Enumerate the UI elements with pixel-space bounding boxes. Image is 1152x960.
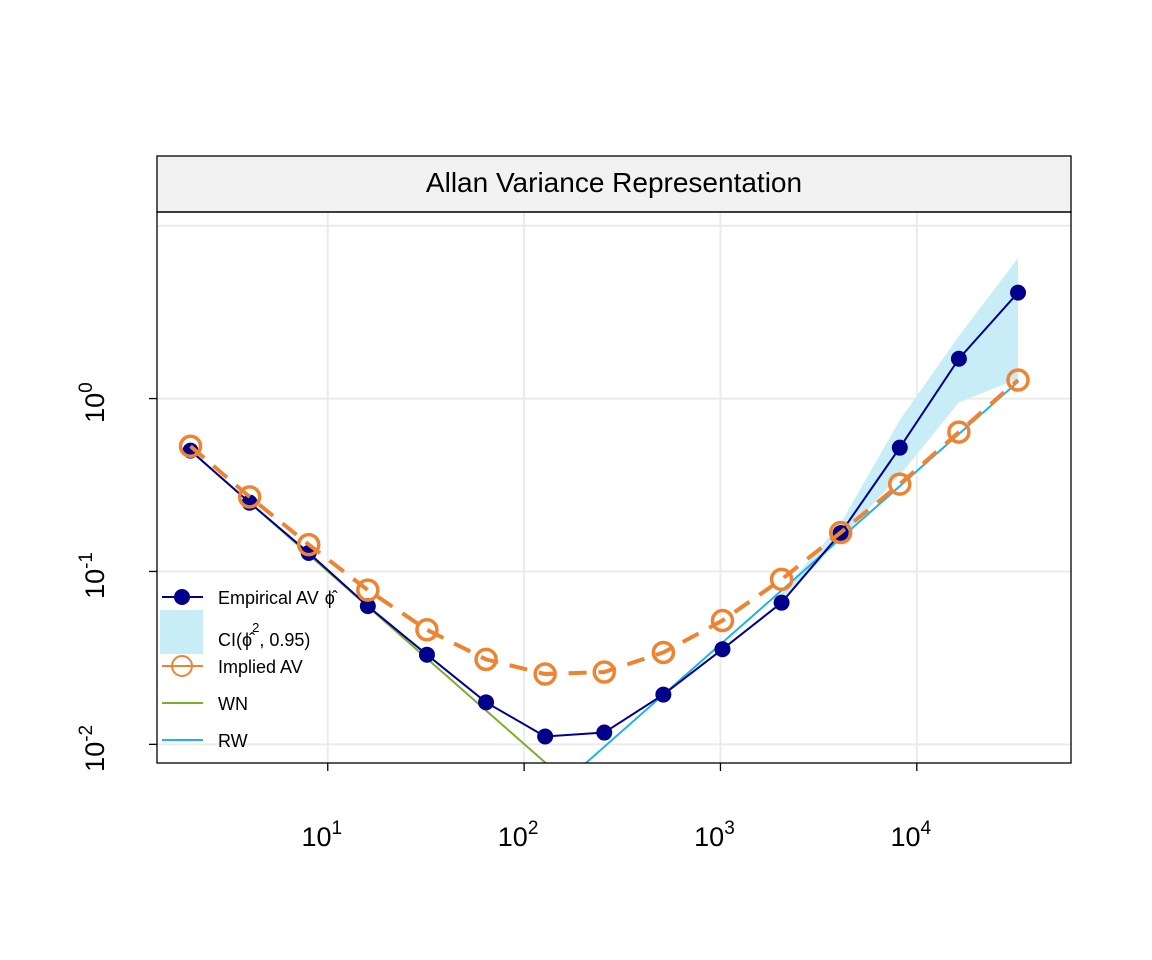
implied-av-point <box>533 662 557 686</box>
y-tick-label-group: 10-1 <box>76 552 110 599</box>
empirical-av-point <box>950 350 967 367</box>
empirical-av-point <box>1010 284 1027 301</box>
y-tick-label: 10-2 <box>76 725 110 772</box>
implied-av-point <box>651 640 676 665</box>
implied-av-point <box>415 618 439 642</box>
empirical-av-point <box>596 724 613 741</box>
legend-label-implied: Implied AV <box>218 657 303 677</box>
x-tick-label: 101 <box>301 818 342 852</box>
legend-key-empirical-point <box>174 589 190 605</box>
implied-av-point <box>828 520 853 545</box>
implied-av-point <box>947 420 971 444</box>
implied-av-point <box>296 532 321 557</box>
plot-frame <box>156 211 1072 764</box>
implied-av-point <box>356 578 380 602</box>
implied-av-point <box>1006 368 1030 392</box>
legend-label-wn: WN <box>218 694 248 714</box>
implied-av-point <box>710 608 735 633</box>
implied-av-point <box>474 647 498 672</box>
y-axis: 10-2 10-1 100 <box>76 382 157 772</box>
series-layer <box>178 284 1030 763</box>
implied-av-point <box>237 485 262 509</box>
grid-lines <box>157 212 1071 763</box>
legend-key-implied-point <box>171 655 193 677</box>
confidence-band-layer <box>781 258 1019 603</box>
y-tick-label-group: 100 <box>76 382 110 423</box>
x-tick-label: 103 <box>694 818 735 852</box>
empirical-av-point <box>478 694 495 711</box>
rw-line <box>584 381 1019 763</box>
empirical-av-point <box>773 594 790 611</box>
title-strip <box>156 155 1072 213</box>
empirical-av-point <box>537 728 554 745</box>
implied-av-point <box>769 567 794 592</box>
empirical-av-point <box>655 686 672 703</box>
chart-title: Allan Variance Representation <box>426 167 802 198</box>
ci-band <box>781 258 1019 603</box>
x-axis: 101 102 103 104 <box>301 763 932 852</box>
y-tick-label-group: 10-2 <box>76 725 110 772</box>
legend: Empirical AV ϕ̂ CI(ϕ̂2, 0.95) Implied AV WN R… <box>160 588 338 751</box>
empirical-av-point <box>418 646 435 663</box>
legend-key-ci <box>160 610 203 654</box>
implied-av-point <box>888 472 912 496</box>
legend-label-ci: CI(ϕ̂2, 0.95) <box>218 620 310 650</box>
y-tick-label: 100 <box>76 382 110 423</box>
empirical-av-point <box>891 439 908 456</box>
legend-label-empirical: Empirical AV ϕ̂ <box>218 588 338 608</box>
implied-av-point <box>178 434 203 458</box>
empirical-av-point <box>359 598 376 615</box>
implied-av-point <box>592 660 617 684</box>
y-tick-label: 10-1 <box>76 552 110 599</box>
legend-label-rw: RW <box>218 731 248 751</box>
implied-av-line <box>189 378 1020 677</box>
x-tick-label: 104 <box>890 818 931 852</box>
x-tick-label: 102 <box>498 818 539 852</box>
empirical-av-point <box>714 641 731 658</box>
